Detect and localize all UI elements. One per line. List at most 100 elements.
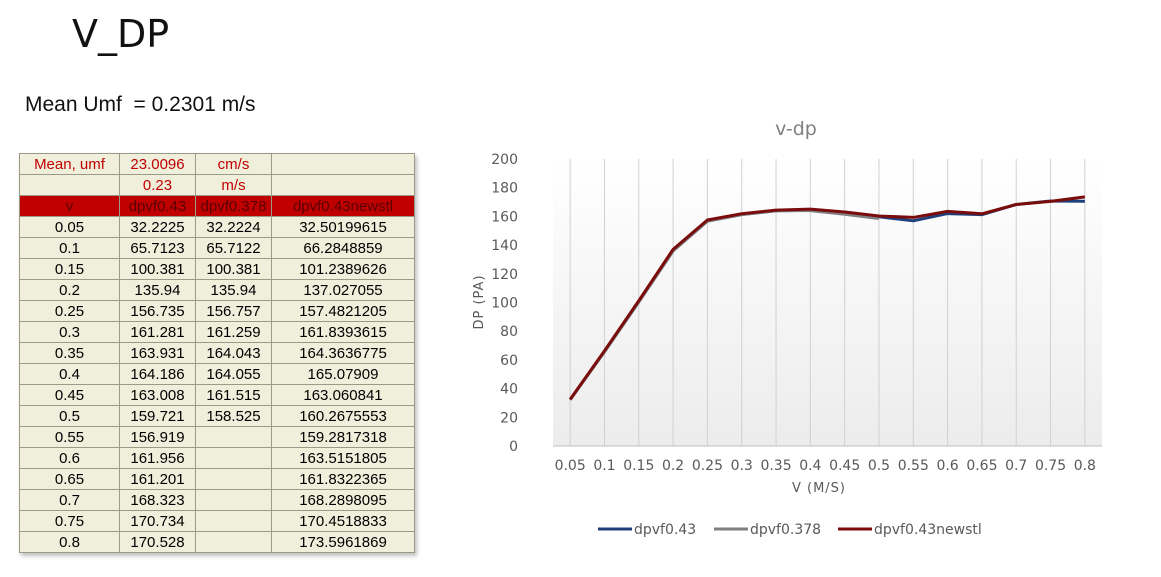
table-cell: 163.060841 <box>271 384 415 406</box>
series-line-dpvf0.43newstl <box>568 195 1086 401</box>
table-cell <box>195 510 272 532</box>
x-tick-label: 0.7 <box>1005 458 1027 474</box>
x-tick-label: 0.65 <box>966 458 997 474</box>
legend-item: dpvf0.43newstl <box>838 522 982 538</box>
table-cell: dpvf0.43newstl <box>271 195 415 217</box>
table-row: 0.8 170.528 173.5961869 <box>19 531 415 553</box>
table-cell <box>195 531 272 553</box>
table-row: 0.25 156.735 156.757 157.4821205 <box>19 300 415 322</box>
table-cell: 0.6 <box>19 447 120 469</box>
table-cell: 100.381 <box>195 258 272 280</box>
data-table: Mean, umf 23.0096 cm/s 0.23 m/s v dpvf0.43 dpvf… <box>19 153 415 553</box>
table-cell: 165.07909 <box>271 363 415 385</box>
table-cell: 156.919 <box>119 426 196 448</box>
y-tick-label: 140 <box>491 238 518 254</box>
table-row: 0.65 161.201 161.8322365 <box>19 468 415 490</box>
table-cell: 163.008 <box>119 384 196 406</box>
table-cell <box>195 426 272 448</box>
table-row: Mean, umf 23.0096 cm/s <box>19 153 415 175</box>
x-tick-label: 0.25 <box>692 458 723 474</box>
table-cell: 66.2848859 <box>271 237 415 259</box>
table-cell: 164.055 <box>195 363 272 385</box>
table-cell: 0.35 <box>19 342 120 364</box>
table-cell: 173.5961869 <box>271 531 415 553</box>
table-cell: 65.7122 <box>195 237 272 259</box>
x-tick-label: 0.3 <box>731 458 753 474</box>
legend-label: dpvf0.43newstl <box>874 522 982 538</box>
table-cell: 164.043 <box>195 342 272 364</box>
table-row: v dpvf0.43 dpvf0.378 dpvf0.43newstl <box>19 195 415 217</box>
table-cell: 161.8322365 <box>271 468 415 490</box>
table-row: 0.7 168.323 168.2898095 <box>19 489 415 511</box>
table-cell: 0.25 <box>19 300 120 322</box>
x-tick-label: 0.5 <box>868 458 890 474</box>
table-cell: 161.281 <box>119 321 196 343</box>
table-cell: 161.956 <box>119 447 196 469</box>
table-cell: 0.55 <box>19 426 120 448</box>
table-cell <box>19 174 120 196</box>
table-row: 0.2 135.94 135.94 137.027055 <box>19 279 415 301</box>
table-cell: 156.757 <box>195 300 272 322</box>
table-cell: m/s <box>195 174 272 196</box>
table-cell: 0.2 <box>19 279 120 301</box>
legend-label: dpvf0.378 <box>750 522 821 538</box>
table-cell: 163.931 <box>119 342 196 364</box>
y-tick-label: 180 <box>491 181 518 197</box>
table-cell: 170.4518833 <box>271 510 415 532</box>
table-row: 0.75 170.734 170.4518833 <box>19 510 415 532</box>
table-cell: 170.734 <box>119 510 196 532</box>
table-cell: 0.8 <box>19 531 120 553</box>
table-cell: cm/s <box>195 153 272 175</box>
y-tick-label: 60 <box>500 353 518 369</box>
table-cell: 156.735 <box>119 300 196 322</box>
mean-umf-text: Mean Umf = 0.2301 m/s <box>25 93 256 116</box>
x-axis-title: V (M/S) <box>792 481 846 496</box>
x-tick-label: 0.4 <box>799 458 821 474</box>
x-tick-label: 0.6 <box>936 458 958 474</box>
table-cell: 161.259 <box>195 321 272 343</box>
legend-item: dpvf0.43 <box>598 522 696 538</box>
table-row: 0.35 163.931 164.043 164.3636775 <box>19 342 415 364</box>
table-cell: 0.45 <box>19 384 120 406</box>
table-cell: 0.05 <box>19 216 120 238</box>
x-tick-label: 0.8 <box>1074 458 1096 474</box>
x-tick-label: 0.05 <box>555 458 586 474</box>
table-cell: Mean, umf <box>19 153 120 175</box>
table-cell: 0.1 <box>19 237 120 259</box>
table-cell: 159.721 <box>119 405 196 427</box>
x-tick-label: 0.55 <box>898 458 929 474</box>
table-row: 0.05 32.2225 32.2224 32.50199615 <box>19 216 415 238</box>
table-row: 0.55 156.919 159.2817318 <box>19 426 415 448</box>
table-cell: 161.515 <box>195 384 272 406</box>
table-cell: 23.0096 <box>119 153 196 175</box>
table-cell: 0.23 <box>119 174 196 196</box>
table-cell: 163.5151805 <box>271 447 415 469</box>
table-cell: 100.381 <box>119 258 196 280</box>
y-tick-label: 40 <box>500 382 518 398</box>
table-cell: 0.65 <box>19 468 120 490</box>
y-tick-label: 80 <box>500 324 518 340</box>
table-cell <box>271 174 415 196</box>
table-cell: 0.7 <box>19 489 120 511</box>
x-tick-label: 0.75 <box>1035 458 1066 474</box>
y-tick-label: 100 <box>491 296 518 312</box>
y-tick-label: 120 <box>491 267 518 283</box>
table-cell: 159.2817318 <box>271 426 415 448</box>
table-cell: 168.323 <box>119 489 196 511</box>
chart-title: v-dp <box>775 118 817 140</box>
plot-area <box>553 159 1102 446</box>
table-cell: 0.4 <box>19 363 120 385</box>
table-cell: dpvf0.378 <box>195 195 272 217</box>
x-tick-label: 0.1 <box>593 458 615 474</box>
y-tick-label: 160 <box>491 209 518 225</box>
y-tick-label: 20 <box>500 410 518 426</box>
table-cell <box>195 447 272 469</box>
table-row: 0.45 163.008 161.515 163.060841 <box>19 384 415 406</box>
table-cell: 135.94 <box>195 279 272 301</box>
table-cell <box>271 153 415 175</box>
y-axis-title: DP (PA) <box>472 274 487 329</box>
table-row: 0.6 161.956 163.5151805 <box>19 447 415 469</box>
table-row: 0.15 100.381 100.381 101.2389626 <box>19 258 415 280</box>
table-cell: 164.3636775 <box>271 342 415 364</box>
table-cell: 158.525 <box>195 405 272 427</box>
